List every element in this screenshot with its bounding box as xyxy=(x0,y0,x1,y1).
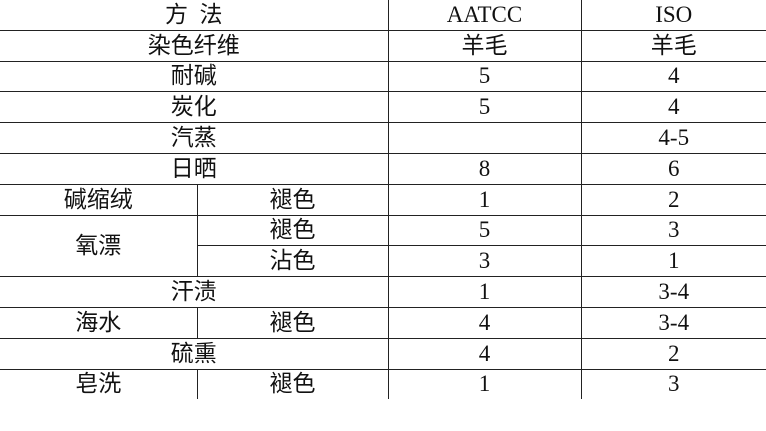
table-row: 日晒 8 6 xyxy=(0,153,766,185)
table-row: 炭化 5 4 xyxy=(0,91,766,124)
row-label: 汗渍 xyxy=(0,276,388,308)
table-row: 汗渍 1 3-4 xyxy=(0,276,766,308)
row-label: 染色纤维 xyxy=(0,30,388,62)
row-label: 耐碱 xyxy=(0,61,388,93)
header-row: 方 法 AATCC ISO xyxy=(0,0,766,31)
iso-value: 2 xyxy=(580,184,766,216)
table-row: 汽蒸 4-5 xyxy=(0,122,766,154)
aatcc-value: 5 xyxy=(387,91,581,124)
row-sublabel: 褪色 xyxy=(196,307,388,339)
iso-value: 2 xyxy=(580,338,766,370)
iso-value: 3-4 xyxy=(580,276,766,308)
table-row: 海水 褪色 4 3-4 xyxy=(0,307,766,339)
fastness-table: 方 法 AATCC ISO 染色纤维 羊毛 羊毛 耐碱 5 4 炭化 5 4 汽蒸 4-5 日… xyxy=(0,0,766,400)
table-row: 沾色 3 1 xyxy=(0,245,766,278)
table-row: 染色纤维 羊毛 羊毛 xyxy=(0,30,766,62)
row-label: 炭化 xyxy=(0,91,388,124)
iso-value: 4 xyxy=(580,61,766,93)
iso-value: 4 xyxy=(580,91,766,124)
table-row: 碱缩绒 褪色 1 2 xyxy=(0,184,766,216)
table-row: 耐碱 5 4 xyxy=(0,61,766,93)
aatcc-value: 5 xyxy=(387,61,581,93)
row-label: 碱缩绒 xyxy=(0,184,197,216)
iso-value: 羊毛 xyxy=(580,30,766,62)
iso-value: 1 xyxy=(580,245,766,278)
row-sublabel: 沾色 xyxy=(196,245,388,278)
iso-value: 3 xyxy=(580,215,766,247)
iso-value: 3 xyxy=(580,369,766,400)
iso-value: 4-5 xyxy=(580,122,766,154)
aatcc-value: 4 xyxy=(387,338,581,370)
iso-value: 6 xyxy=(580,153,766,185)
aatcc-value xyxy=(387,122,581,154)
row-sublabel: 褪色 xyxy=(196,184,388,216)
row-sublabel: 褪色 xyxy=(196,215,388,247)
table-row: 硫熏 4 2 xyxy=(0,338,766,370)
aatcc-value: 3 xyxy=(387,245,581,278)
aatcc-value: 1 xyxy=(387,184,581,216)
row-label: 氧漂 xyxy=(0,215,197,278)
header-method: 方 法 xyxy=(0,0,388,31)
aatcc-value: 4 xyxy=(387,307,581,339)
table-row: 皂洗 褪色 1 3 xyxy=(0,369,766,400)
row-label: 日晒 xyxy=(0,153,388,185)
iso-value: 3-4 xyxy=(580,307,766,339)
row-label: 皂洗 xyxy=(75,371,122,397)
aatcc-value: 5 xyxy=(387,215,581,247)
header-aatcc: AATCC xyxy=(387,0,581,31)
row-label: 海水 xyxy=(0,307,197,339)
row-label: 硫熏 xyxy=(0,338,388,370)
row-label: 汽蒸 xyxy=(0,122,388,154)
aatcc-value: 1 xyxy=(387,276,581,308)
header-iso: ISO xyxy=(580,0,766,31)
aatcc-value: 羊毛 xyxy=(387,30,581,62)
row-sublabel: 褪色 xyxy=(196,369,388,400)
aatcc-value: 8 xyxy=(387,153,581,185)
aatcc-value: 1 xyxy=(387,369,581,400)
table-row: 氧漂 褪色 5 3 xyxy=(0,215,766,278)
